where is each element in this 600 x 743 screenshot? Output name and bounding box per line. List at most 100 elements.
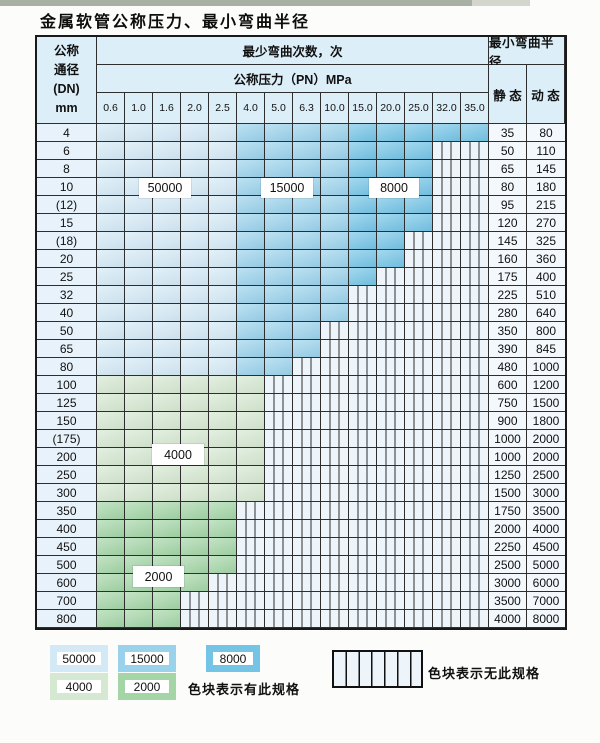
spec-unavailable-cell <box>321 448 349 466</box>
spec-available-cell <box>209 484 237 502</box>
legend-swatch-label: 4000 <box>65 679 93 694</box>
spec-available-cell <box>349 214 377 232</box>
spec-unavailable-cell <box>265 466 293 484</box>
spec-unavailable-cell <box>321 556 349 574</box>
dynamic-radius-cell: 640 <box>527 304 565 322</box>
spec-unavailable-cell <box>181 610 209 628</box>
spec-unavailable-cell <box>209 610 237 628</box>
spec-available-cell <box>405 214 433 232</box>
static-radius-cell: 4000 <box>489 610 527 628</box>
dynamic-radius-cell: 215 <box>527 196 565 214</box>
spec-available-cell <box>125 466 153 484</box>
spec-available-cell <box>293 214 321 232</box>
spec-unavailable-cell <box>293 412 321 430</box>
spec-unavailable-cell <box>405 358 433 376</box>
spec-available-cell <box>125 448 153 466</box>
legend-swatch-15000: 15000 <box>118 645 176 672</box>
spec-available-cell <box>181 142 209 160</box>
spec-unavailable-cell <box>405 376 433 394</box>
spec-unavailable-cell <box>433 520 461 538</box>
pressure-tick: 10.0 <box>321 93 349 124</box>
table-row: (175) 1000 2000 <box>37 430 565 448</box>
spec-available-cell <box>125 268 153 286</box>
spec-available-cell <box>405 160 433 178</box>
spec-available-cell <box>321 160 349 178</box>
dn-cell: 100 <box>37 376 97 394</box>
dn-cell: 6 <box>37 142 97 160</box>
static-radius-cell: 145 <box>489 232 527 250</box>
spec-available-cell <box>125 430 153 448</box>
spec-available-cell <box>293 268 321 286</box>
pressure-tick: 5.0 <box>265 93 293 124</box>
spec-unavailable-cell <box>321 574 349 592</box>
static-radius-cell: 3500 <box>489 592 527 610</box>
pressure-tick: 2.5 <box>209 93 237 124</box>
spec-unavailable-cell <box>405 304 433 322</box>
table-row: 4 35 80 <box>37 124 565 142</box>
spec-unavailable-cell <box>377 394 405 412</box>
spec-available-cell <box>181 250 209 268</box>
spec-unavailable-cell <box>293 448 321 466</box>
spec-unavailable-cell <box>237 538 265 556</box>
spec-available-cell <box>97 520 125 538</box>
dynamic-radius-cell: 2000 <box>527 430 565 448</box>
dynamic-radius-cell: 145 <box>527 160 565 178</box>
spec-available-cell <box>209 394 237 412</box>
spec-available-cell <box>97 502 125 520</box>
table-row: 65 390 845 <box>37 340 565 358</box>
spec-available-cell <box>237 142 265 160</box>
spec-available-cell <box>209 178 237 196</box>
spec-available-cell <box>125 286 153 304</box>
spec-available-cell <box>153 304 181 322</box>
spec-available-cell <box>209 502 237 520</box>
dynamic-radius-cell: 5000 <box>527 556 565 574</box>
spec-unavailable-cell <box>461 448 489 466</box>
spec-unavailable-cell <box>461 592 489 610</box>
spec-unavailable-cell <box>293 574 321 592</box>
dn-cell: (175) <box>37 430 97 448</box>
spec-unavailable-cell <box>377 304 405 322</box>
spec-unavailable-cell <box>433 160 461 178</box>
spec-available-cell <box>181 502 209 520</box>
spec-unavailable-cell <box>461 214 489 232</box>
spec-available-cell <box>293 286 321 304</box>
static-radius-cell: 2250 <box>489 538 527 556</box>
dynamic-radius-cell: 1800 <box>527 412 565 430</box>
spec-unavailable-cell <box>461 610 489 628</box>
spec-available-cell <box>321 268 349 286</box>
spec-available-cell <box>293 304 321 322</box>
header-static: 静 态 <box>489 65 527 124</box>
spec-unavailable-cell <box>405 250 433 268</box>
spec-unavailable-cell <box>377 538 405 556</box>
legend-swatch-label: 50000 <box>62 651 96 666</box>
spec-available-cell <box>97 124 125 142</box>
spec-available-cell <box>293 322 321 340</box>
spec-available-cell <box>153 196 181 214</box>
spec-available-cell <box>209 466 237 484</box>
spec-available-cell <box>209 232 237 250</box>
dynamic-radius-cell: 3500 <box>527 502 565 520</box>
spec-available-cell <box>153 286 181 304</box>
spec-available-cell <box>125 520 153 538</box>
static-radius-cell: 900 <box>489 412 527 430</box>
spec-unavailable-cell <box>461 574 489 592</box>
spec-unavailable-cell <box>461 268 489 286</box>
spec-available-cell <box>181 538 209 556</box>
spec-unavailable-cell <box>349 574 377 592</box>
spec-available-cell <box>181 394 209 412</box>
table-row: 15 120 270 <box>37 214 565 232</box>
spec-unavailable-cell <box>377 520 405 538</box>
spec-unavailable-cell <box>237 556 265 574</box>
spec-unavailable-cell <box>405 610 433 628</box>
spec-available-cell <box>321 214 349 232</box>
spec-available-cell <box>209 340 237 358</box>
spec-available-cell <box>125 340 153 358</box>
spec-unavailable-cell <box>433 484 461 502</box>
static-radius-cell: 120 <box>489 214 527 232</box>
dynamic-radius-cell: 180 <box>527 178 565 196</box>
spec-available-cell <box>97 250 125 268</box>
spec-unavailable-cell <box>433 448 461 466</box>
spec-available-cell <box>209 124 237 142</box>
spec-available-cell <box>153 232 181 250</box>
spec-unavailable-cell <box>349 322 377 340</box>
